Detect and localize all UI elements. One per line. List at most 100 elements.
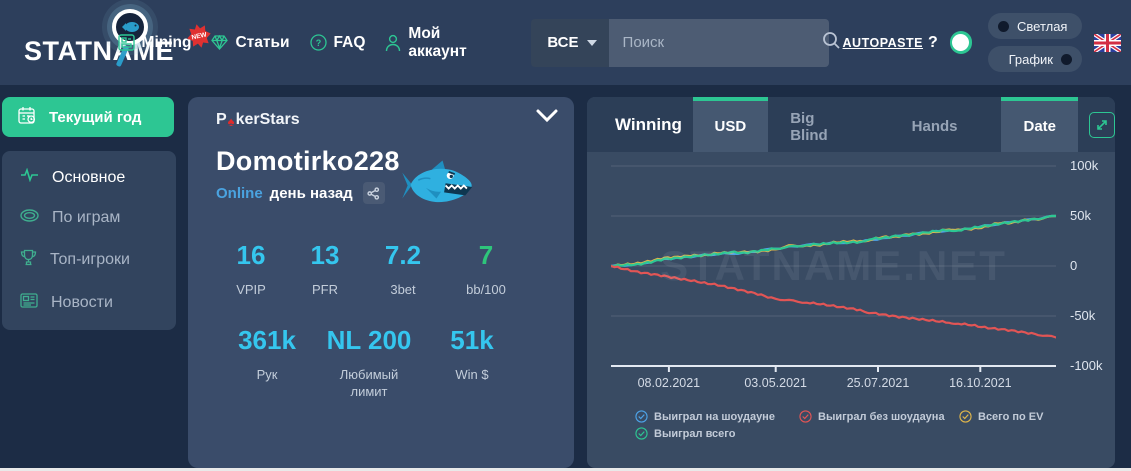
stat-value: 16: [236, 240, 266, 270]
chart-dot-icon: [1061, 53, 1072, 65]
legend-item-showdown[interactable]: Выиграл на шоудауне: [635, 410, 799, 423]
statname-logo[interactable]: STATNAME: [24, 8, 173, 73]
shark-avatar-image: [400, 157, 476, 216]
search-filter-value: ВСЕ: [547, 34, 579, 51]
stat-3bet: 7.2 3bet: [364, 240, 442, 299]
stat-value: 361k: [238, 324, 296, 355]
stat-value: 7.2: [384, 240, 422, 270]
search-group: ВСЕ: [531, 18, 840, 67]
stat-favorite-limit: NL 200 Любимый лимит: [316, 325, 422, 401]
mode-pills: Светлая График: [988, 13, 1082, 72]
stat-value: 7: [478, 240, 494, 270]
legend-label: Выиграл на шоудауне: [654, 410, 775, 423]
tab-big-blind[interactable]: Big Blind: [790, 109, 828, 144]
stats-row-2: 361k Рук NL 200 Любимый лимит 51k Win $: [218, 325, 574, 401]
stat-bb100: 7 bb/100: [442, 240, 530, 299]
nav-item-label: Mining: [141, 33, 192, 51]
language-flag-uk[interactable]: [1094, 33, 1121, 52]
legend-item-non-showdown[interactable]: Выиграл без шоудауна: [799, 410, 959, 423]
sidebar-menu: Основное По играм Топ-игроки Новости: [2, 151, 176, 330]
mining-icon: [117, 34, 135, 51]
question-circle-icon: ?: [309, 34, 327, 51]
room-logo-rest: kerStars: [235, 111, 300, 128]
stat-value: NL 200: [326, 324, 412, 355]
stat-label: PFR: [312, 282, 338, 297]
check-circle-icon: [959, 410, 972, 423]
y-tick-label: 0: [1070, 258, 1078, 273]
y-tick-label: 50k: [1070, 208, 1091, 223]
spade-icon: ♠: [227, 113, 235, 129]
legend-item-total[interactable]: Выиграл всего: [635, 427, 799, 440]
chevron-down-icon: [586, 39, 597, 46]
autopaste-help-icon[interactable]: ?: [927, 33, 938, 51]
nav-item-label: FAQ: [333, 33, 366, 51]
autopaste-toggle[interactable]: [949, 31, 972, 54]
x-axis-labels: 08.02.2021 03.05.2021 25.07.2021 16.10.2021: [611, 372, 1056, 394]
tab-hands[interactable]: Hands: [911, 118, 958, 135]
online-status: Online: [216, 184, 263, 202]
header: STATNAME Mining NEW Статьи ? FAQ: [0, 0, 1131, 85]
search-filter-dropdown[interactable]: ВСЕ: [531, 18, 609, 67]
stat-win-usd: 51k Win $: [422, 325, 522, 401]
search-icon[interactable]: [822, 31, 841, 55]
toggle-knob: [952, 34, 969, 51]
stat-label: bb/100: [466, 282, 506, 297]
stat-vpip: 16 VPIP: [216, 240, 286, 299]
svg-text:?: ?: [315, 38, 321, 48]
chart-pill-label: График: [1008, 51, 1053, 67]
y-axis-labels: 100k 50k 0 -50k -100k: [1056, 158, 1114, 373]
stat-value: 51k: [450, 324, 494, 355]
stats-row-1: 16 VPIP 13 PFR 7.2 3bet 7 bb/100: [216, 240, 574, 299]
panel-title: Winning: [615, 114, 682, 134]
x-tick-label: 08.02.2021: [637, 376, 701, 390]
diamond-icon: [211, 35, 229, 50]
check-circle-icon: [799, 410, 812, 423]
search-box: [608, 18, 840, 67]
stat-label: Любимый лимит: [339, 366, 399, 400]
expand-chart-button[interactable]: [1089, 111, 1115, 138]
sidebar-item-top-players[interactable]: Топ-игроки: [2, 238, 176, 282]
player-name: Domotirko228: [216, 146, 400, 176]
chart-plot[interactable]: STATNAME.NET: [609, 160, 1058, 372]
nav-item-label: Мой аккаунт: [408, 24, 467, 60]
user-icon: [385, 34, 401, 52]
trophy-icon: [20, 249, 37, 271]
online-status-row: Online день назад: [216, 182, 574, 204]
x-tick-label: 03.05.2021: [744, 376, 807, 390]
winning-chart-panel: Winning USD Big Blind Hands Date STATNAM…: [587, 97, 1115, 468]
y-tick-label: 100k: [1070, 158, 1099, 173]
pulse-icon: [20, 167, 39, 187]
newspaper-icon: [20, 293, 38, 313]
autopaste-label: AUTOPASTE: [842, 35, 923, 50]
search-input[interactable]: [622, 34, 822, 51]
sidebar-item-main[interactable]: Основное: [2, 157, 176, 198]
tab-date[interactable]: Date: [1001, 97, 1078, 152]
nav-item-articles[interactable]: Статьи: [211, 34, 290, 52]
stat-pfr: 13 PFR: [286, 240, 364, 299]
share-button[interactable]: [362, 182, 385, 204]
legend-label: Выиграл всего: [654, 427, 736, 440]
y-tick-label: -50k: [1070, 308, 1096, 323]
main-content: Текущий год Основное По играм Топ-игроки: [0, 85, 1131, 468]
autopaste-control[interactable]: AUTOPASTE ?: [843, 34, 938, 52]
theme-toggle-pill[interactable]: Светлая: [988, 13, 1082, 39]
collapse-card-button[interactable]: [530, 103, 564, 129]
page-bottom-edge: [0, 468, 1131, 471]
tab-usd[interactable]: USD: [692, 97, 769, 152]
chart-area: STATNAME.NET 100k 50k 0 -50k -100k: [587, 152, 1115, 373]
legend-label: Всего по EV: [978, 410, 1044, 423]
stat-label: Рук: [256, 366, 278, 382]
sidebar-item-label: Топ-игроки: [50, 251, 130, 268]
sidebar-item-news[interactable]: Новости: [2, 282, 176, 324]
current-year-label: Текущий год: [49, 108, 142, 126]
legend-item-ev[interactable]: Всего по EV: [959, 410, 1079, 423]
chart-toggle-pill[interactable]: График: [988, 46, 1082, 72]
nav-item-account[interactable]: Мой аккаунт: [385, 25, 467, 61]
current-year-button[interactable]: Текущий год: [2, 97, 174, 137]
nav-item-mining[interactable]: Mining NEW: [117, 33, 192, 52]
player-card: P ♠ kerStars Domotirko228 Online день наза…: [188, 97, 574, 468]
sidebar-item-by-games[interactable]: По играм: [2, 198, 176, 238]
x-tick-label: 25.07.2021: [846, 376, 910, 390]
poker-room-logo: P ♠ kerStars: [216, 111, 574, 129]
nav-item-faq[interactable]: ? FAQ: [309, 33, 366, 52]
